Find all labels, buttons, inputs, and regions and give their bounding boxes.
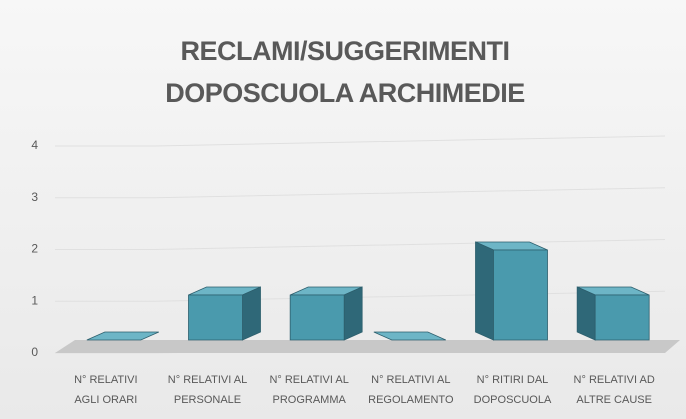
- x-tick-label: N° RELATIVI AL REGOLAMENTO: [368, 374, 454, 406]
- x-tick-label: N° RITIRI DAL DOPOSCUOLA: [473, 374, 552, 406]
- y-tick-label: 2: [31, 242, 38, 256]
- x-tick-label: N° RELATIVI AGLI ORARI: [74, 374, 138, 406]
- grid-line: [55, 135, 666, 147]
- y-tick-label: 0: [31, 345, 38, 359]
- bar: [475, 241, 548, 341]
- bar: [289, 286, 363, 341]
- y-tick-label: 3: [31, 190, 38, 204]
- x-tick-label: N° RELATIVI AL PERSONALE: [167, 374, 248, 406]
- bar: [86, 331, 159, 341]
- bar: [188, 286, 261, 341]
- y-tick-label: 1: [31, 293, 38, 307]
- floor: [55, 340, 680, 353]
- x-tick-label: N° RELATIVI AL PROGRAMMA: [269, 374, 349, 406]
- x-tick-label: N° RELATIVI AD ALTRE CAUSE: [573, 374, 655, 406]
- y-tick-label: 4: [31, 138, 38, 152]
- chart-title: RECLAMI/SUGGERIMENTI DOPOSCUOLA ARCHIMED…: [165, 36, 525, 108]
- grid-line: [55, 187, 666, 199]
- bar: [373, 331, 446, 341]
- bar: [576, 286, 650, 341]
- grid-line: [55, 239, 666, 250]
